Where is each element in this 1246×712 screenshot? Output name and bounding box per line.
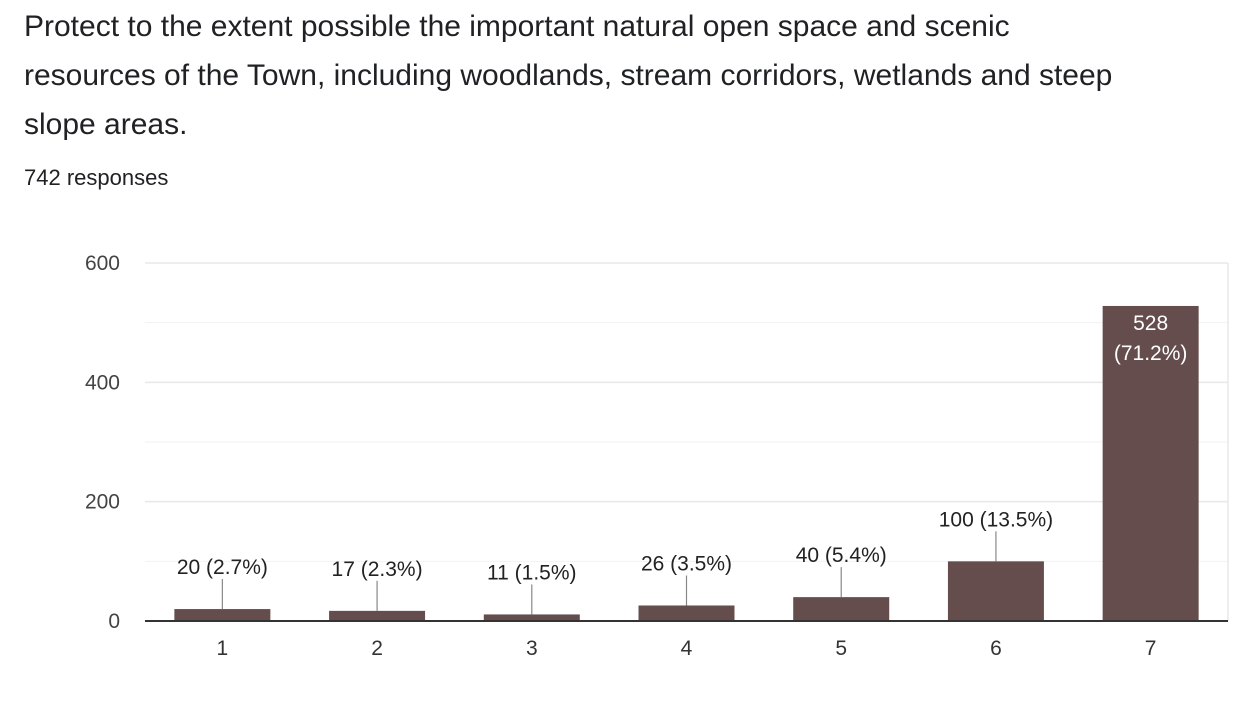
data-label: 100 (13.5%) <box>939 508 1053 531</box>
y-tick-label: 200 <box>85 491 120 514</box>
y-tick-label: 400 <box>85 371 120 394</box>
x-tick-label: 3 <box>526 637 538 660</box>
x-tick-label: 7 <box>1145 637 1157 660</box>
response-count: 742 responses <box>24 165 169 190</box>
x-tick-label: 1 <box>217 637 229 660</box>
question-title: Protect to the extent possible the impor… <box>24 10 1113 141</box>
data-label: 20 (2.7%) <box>177 556 268 579</box>
x-tick-label: 4 <box>681 637 693 660</box>
data-label: 11 (1.5%) <box>487 561 577 584</box>
bar <box>638 605 735 621</box>
data-label: 40 (5.4%) <box>796 544 887 567</box>
data-label: 17 (2.3%) <box>332 558 423 581</box>
x-tick-label: 2 <box>371 637 383 660</box>
bar <box>329 610 426 621</box>
bar <box>483 614 580 621</box>
y-tick-label: 0 <box>108 610 120 633</box>
bar <box>174 609 271 621</box>
x-tick-label: 5 <box>835 637 847 660</box>
x-tick-label: 6 <box>990 637 1002 660</box>
data-label: 528 (71.2%) <box>1114 312 1188 365</box>
bar <box>947 561 1044 621</box>
bar <box>1102 305 1199 621</box>
y-tick-label: 600 <box>85 252 120 275</box>
data-label: 26 (3.5%) <box>641 552 732 575</box>
bar <box>793 597 890 621</box>
